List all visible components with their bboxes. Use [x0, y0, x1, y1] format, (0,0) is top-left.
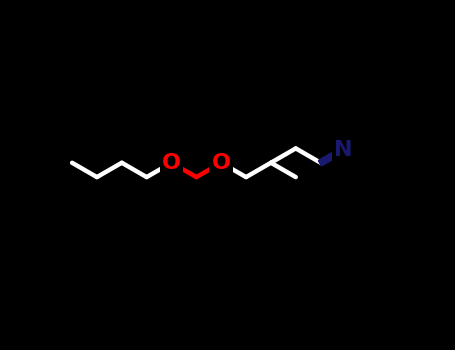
Text: N: N [334, 140, 352, 160]
Text: O: O [212, 153, 231, 173]
Text: O: O [162, 153, 181, 173]
